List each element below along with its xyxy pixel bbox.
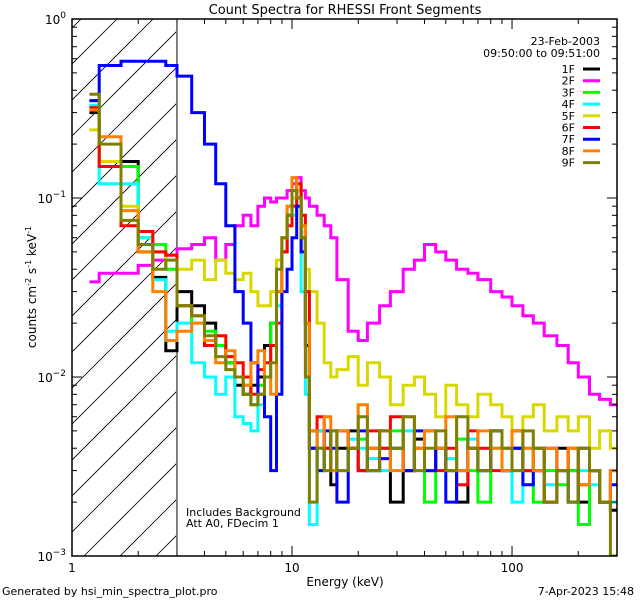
x-tick-label: 1 — [68, 561, 76, 575]
hatch-line — [72, 391, 176, 497]
legend-label: 3F — [562, 86, 575, 99]
y-tick-label: 10−3 — [37, 548, 66, 564]
hatch-line — [72, 211, 176, 317]
series-line-5F — [89, 128, 617, 450]
legend-item-7F: 7F — [562, 133, 600, 146]
x-tick-label: 10 — [284, 561, 299, 575]
legend-item-4F: 4F — [562, 98, 600, 111]
y-tick-label: 10−2 — [37, 369, 66, 385]
hatch-line — [72, 19, 154, 101]
y-tick-label-exponent: −1 — [53, 190, 66, 200]
legend-item-8F: 8F — [562, 145, 600, 158]
annotation-attenuator: Att A0, FDecim 1 — [186, 517, 279, 530]
legend-item-9F: 9F — [562, 157, 600, 170]
legend-label: 5F — [562, 110, 575, 123]
annotation-background: Includes Background — [186, 506, 301, 519]
footer-generated-by: Generated by hsi_min_spectra_plot.pro — [2, 585, 218, 598]
y-tick-label-base: 10 — [37, 550, 52, 564]
x-axis-label: Energy (keV) — [306, 575, 383, 589]
y-tick-label-exponent: −3 — [53, 548, 66, 558]
series-group — [89, 59, 617, 556]
chart-title: Count Spectra for RHESSI Front Segments — [209, 3, 482, 18]
hatch-line — [72, 31, 176, 137]
legend-label: 4F — [562, 98, 575, 111]
y-axis-label: counts cm-2 s-1 keV-1 — [24, 226, 39, 348]
footer-timestamp: 7-Apr-2023 15:48 — [538, 585, 634, 598]
legend-label: 7F — [562, 133, 575, 146]
y-tick-label: 100 — [45, 11, 66, 27]
legend-item-1F: 1F — [562, 63, 600, 76]
legend-label: 1F — [562, 63, 575, 76]
axis-ticks — [71, 19, 618, 557]
legend-time-range: 09:50:00 to 09:51:00 — [483, 47, 600, 60]
y-tick-label-base: 10 — [37, 371, 52, 385]
legend-item-5F: 5F — [562, 110, 600, 123]
y-tick-label-exponent: −2 — [53, 369, 66, 379]
series-line-9F — [89, 92, 617, 556]
hatch-line — [72, 19, 118, 65]
legend-label: 6F — [562, 122, 575, 135]
legend: 23-Feb-2003 09:50:00 to 09:51:00 1F2F3F4… — [483, 35, 600, 170]
y-tick-label-base: 10 — [45, 13, 60, 27]
y-tick-label: 10−1 — [37, 190, 66, 206]
legend-item-2F: 2F — [562, 75, 600, 88]
y-tick-label-exponent: 0 — [60, 11, 66, 21]
legend-item-6F: 6F — [562, 122, 600, 135]
legend-label: 8F — [562, 145, 575, 158]
legend-item-3F: 3F — [562, 86, 600, 99]
hatch-line — [72, 355, 176, 461]
legend-label: 9F — [562, 157, 575, 170]
x-tick-label: 100 — [501, 561, 524, 575]
legend-label: 2F — [562, 75, 575, 88]
hatch-line — [72, 427, 176, 533]
y-tick-label-base: 10 — [37, 192, 52, 206]
legend-date: 23-Feb-2003 — [531, 35, 600, 48]
hatch-line — [72, 175, 176, 281]
plot-frame — [71, 18, 618, 557]
